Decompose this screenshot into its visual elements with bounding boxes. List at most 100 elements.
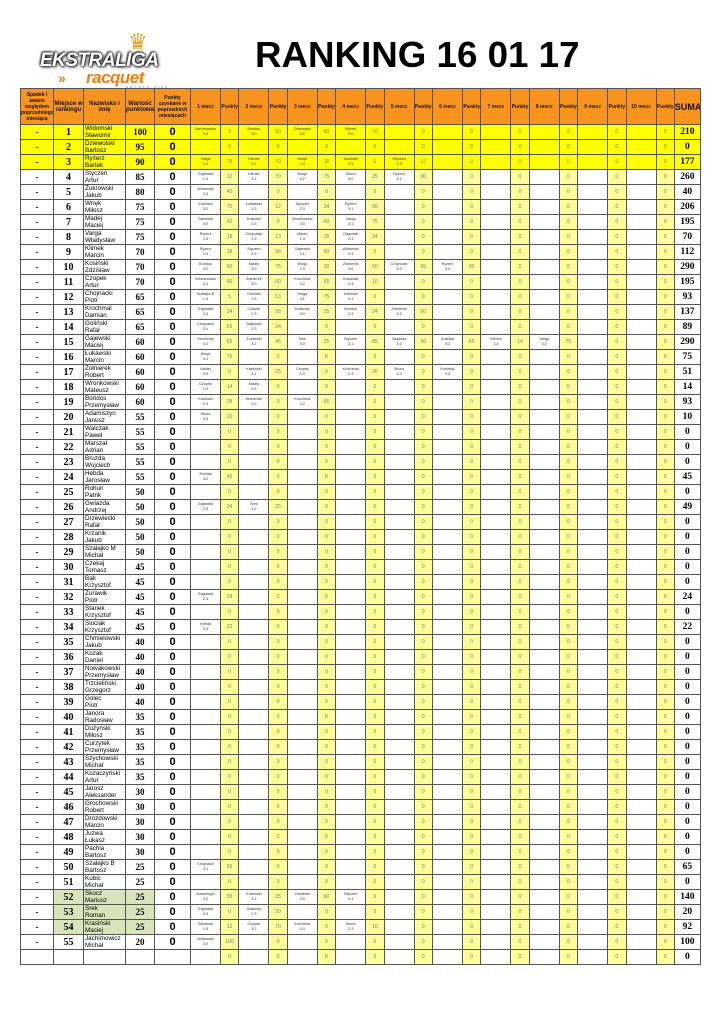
match-points: 0 bbox=[268, 394, 288, 410]
match-points: 0 bbox=[413, 694, 433, 710]
opponent-name: Ryzerz bbox=[393, 171, 405, 176]
match-opponent bbox=[335, 439, 367, 455]
opponent-name: Styczeń bbox=[295, 201, 310, 206]
match-opponent: Madej 3:0 bbox=[238, 259, 270, 275]
total-sum: 93 bbox=[673, 394, 701, 410]
rank-change: - bbox=[20, 844, 54, 860]
match-score: 1:3 bbox=[299, 162, 305, 166]
match-opponent bbox=[431, 799, 463, 815]
table-row: -4 Styczeń Artur 85 0 Gajewski 1:3 12 Klimek 3:2… bbox=[20, 169, 701, 185]
match-points: 0 bbox=[607, 394, 627, 410]
point-value: 70 bbox=[125, 274, 155, 290]
match-score: 3:0 bbox=[251, 282, 257, 286]
match-opponent bbox=[286, 439, 318, 455]
rank-change: - bbox=[20, 934, 54, 950]
match-opponent: Gajewski 2:3 bbox=[190, 589, 221, 605]
match-opponent bbox=[625, 619, 657, 635]
match-points: 0 bbox=[461, 274, 482, 290]
match-opponent bbox=[335, 529, 367, 545]
point-value: 30 bbox=[125, 814, 155, 830]
match-opponent bbox=[286, 799, 318, 815]
match-points: 0 bbox=[268, 349, 288, 365]
rank-position: 14 bbox=[53, 319, 84, 335]
match-opponent bbox=[431, 859, 463, 875]
match-opponent bbox=[528, 694, 560, 710]
match-opponent bbox=[190, 664, 221, 680]
match-opponent bbox=[190, 544, 221, 560]
match-score: 3:2 bbox=[251, 927, 257, 931]
point-value: 45 bbox=[125, 604, 155, 620]
table-row: -16 Łukawski Marcin 60 0 Wnęk 3:1 75 0 0 0 0 0 0 0 0 0 7… bbox=[20, 349, 701, 365]
match-opponent bbox=[335, 754, 367, 770]
match-points: 0 bbox=[413, 604, 433, 620]
table-row: -21 Walczak Paweł 55 0 0 0 0 0 0 0 0 0 0 0 0 bbox=[20, 424, 701, 440]
match-points: 0 bbox=[558, 289, 579, 305]
match-opponent bbox=[528, 364, 560, 380]
match-opponent: Żołnierek 3:0 bbox=[238, 274, 270, 290]
match-points: 0 bbox=[607, 229, 627, 245]
match-opponent bbox=[625, 214, 657, 230]
match-opponent: Gajewski 3:1 bbox=[286, 244, 318, 260]
match-points: 0 bbox=[365, 139, 385, 155]
match-opponent bbox=[383, 124, 415, 140]
match-points: 0 bbox=[268, 619, 288, 635]
match-points: 0 bbox=[316, 769, 337, 785]
match-points: 0 bbox=[558, 244, 579, 260]
match-score: 1:3 bbox=[493, 342, 499, 346]
match-opponent bbox=[480, 154, 512, 170]
point-value: 40 bbox=[125, 634, 155, 650]
match-opponent bbox=[335, 859, 367, 875]
match-opponent bbox=[625, 694, 657, 710]
match-opponent bbox=[480, 844, 512, 860]
match-points: 0 bbox=[413, 319, 433, 335]
match-opponent bbox=[190, 754, 221, 770]
match-points: 25 bbox=[365, 169, 385, 185]
match-score: 3:1 bbox=[202, 327, 209, 331]
header-match-4: 4 mecz bbox=[335, 88, 367, 125]
match-opponent bbox=[625, 769, 657, 785]
opponent-name: Żołnierek bbox=[197, 921, 214, 926]
opponent-name: Wnęk bbox=[297, 156, 308, 161]
match-points: 0 bbox=[607, 259, 627, 275]
match-opponent bbox=[625, 709, 657, 725]
match-score: 3:1 bbox=[202, 867, 209, 871]
match-points: 0 bbox=[558, 799, 579, 815]
rank-change: - bbox=[20, 199, 54, 215]
opponent-name: Gajewski bbox=[197, 906, 214, 911]
header-prev: Punkty uzyskane w poprzednich miesiącach bbox=[154, 88, 191, 125]
match-opponent bbox=[528, 499, 560, 515]
match-points: 0 bbox=[219, 799, 240, 815]
match-opponent bbox=[238, 679, 270, 695]
point-value: 20 bbox=[125, 934, 155, 950]
match-points: 0 bbox=[607, 244, 627, 260]
match-opponent bbox=[577, 574, 609, 590]
match-opponent bbox=[286, 409, 318, 425]
match-points: 0 bbox=[510, 184, 530, 200]
match-opponent: Bońdos 2:3 bbox=[335, 304, 367, 320]
match-points: 0 bbox=[365, 439, 385, 455]
opponent-name: Gajewski bbox=[197, 501, 214, 506]
match-opponent bbox=[480, 274, 512, 290]
match-opponent bbox=[431, 709, 463, 725]
match-opponent bbox=[335, 454, 367, 470]
match-points: 0 bbox=[558, 634, 579, 650]
match-opponent bbox=[238, 829, 270, 845]
match-score: 2:3 bbox=[299, 267, 305, 271]
match-opponent bbox=[528, 169, 560, 185]
total-sum: 112 bbox=[673, 244, 701, 260]
opponent-name: Krasiński bbox=[294, 306, 310, 311]
match-opponent bbox=[383, 889, 415, 905]
rank-change: - bbox=[20, 379, 54, 395]
match-points: 0 bbox=[365, 484, 385, 500]
match-opponent bbox=[625, 934, 657, 950]
match-opponent bbox=[286, 769, 318, 785]
match-opponent bbox=[625, 814, 657, 830]
match-points: 12 bbox=[219, 919, 240, 935]
match-opponent bbox=[577, 934, 609, 950]
match-points: 0 bbox=[365, 604, 385, 620]
match-score: 3:1 bbox=[348, 207, 354, 211]
match-points: 0 bbox=[316, 439, 337, 455]
match-opponent bbox=[286, 904, 318, 920]
match-points: 0 bbox=[461, 424, 482, 440]
table-row: -46 Grochowski Robert 30 0 0 0 0 0 0 0 0 0 0 0 0 bbox=[20, 799, 701, 815]
